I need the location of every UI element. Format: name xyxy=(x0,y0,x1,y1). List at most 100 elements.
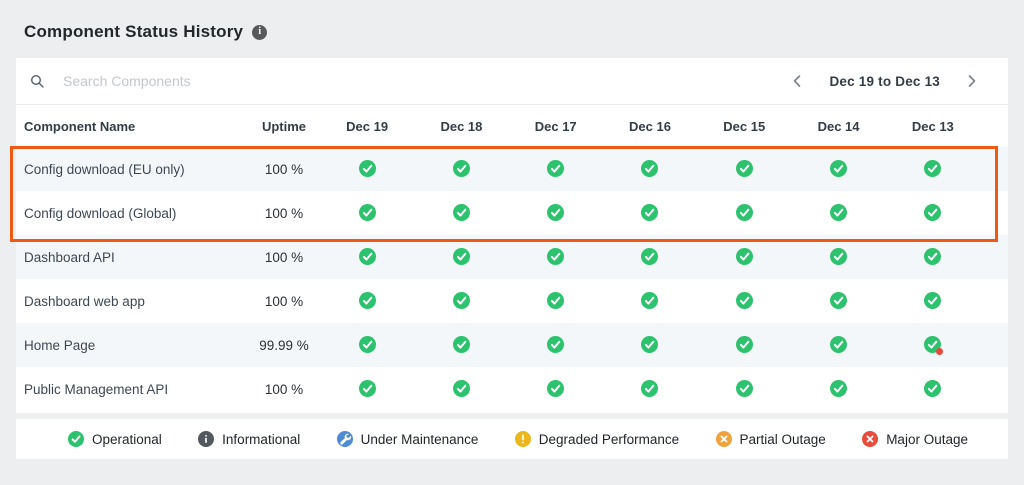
operational-check-icon[interactable] xyxy=(830,336,848,354)
status-cell xyxy=(320,336,414,354)
legend-label: Partial Outage xyxy=(739,431,826,447)
column-header-component-name: Component Name xyxy=(24,118,136,134)
search-input[interactable] xyxy=(61,72,790,90)
operational-check-icon[interactable] xyxy=(735,248,753,266)
column-header-uptime: Uptime xyxy=(261,118,307,134)
status-cell xyxy=(509,292,603,310)
legend-item-degraded-performance: Degraded Performance xyxy=(514,431,679,447)
status-cell xyxy=(509,160,603,178)
operational-check-icon[interactable] xyxy=(547,160,565,178)
component-name: Home Page xyxy=(24,337,96,353)
status-cell xyxy=(320,380,414,398)
operational-check-icon[interactable] xyxy=(924,248,942,266)
operational-check-icon[interactable] xyxy=(358,292,376,310)
status-cell xyxy=(697,204,791,222)
operational-check-icon[interactable] xyxy=(641,248,659,266)
component-name: Dashboard API xyxy=(24,249,115,265)
uptime-value: 100 % xyxy=(264,205,304,221)
operational-check-icon xyxy=(68,431,84,447)
operational-check-icon[interactable] xyxy=(830,204,848,222)
status-cell xyxy=(791,248,885,266)
column-header-dec-14: Dec 14 xyxy=(817,118,860,134)
legend-item-informational: Informational xyxy=(198,431,300,447)
operational-check-icon[interactable] xyxy=(547,336,565,354)
operational-check-icon[interactable] xyxy=(924,292,942,310)
operational-check-icon[interactable] xyxy=(641,336,659,354)
operational-check-icon[interactable] xyxy=(924,204,942,222)
operational-check-icon[interactable] xyxy=(641,292,659,310)
operational-check-icon[interactable] xyxy=(358,336,376,354)
status-cell xyxy=(414,160,508,178)
operational-check-icon[interactable] xyxy=(452,336,470,354)
operational-check-icon[interactable] xyxy=(452,204,470,222)
table-row-dashboard-api: Dashboard API 100 % xyxy=(16,235,1008,279)
operational-check-icon[interactable] xyxy=(830,160,848,178)
uptime-value: 100 % xyxy=(264,293,304,309)
status-cell xyxy=(697,292,791,310)
operational-check-icon[interactable] xyxy=(641,380,659,398)
operational-check-icon[interactable] xyxy=(735,292,753,310)
status-cell xyxy=(791,380,885,398)
operational-check-icon[interactable] xyxy=(358,380,376,398)
operational-check-icon[interactable] xyxy=(547,380,565,398)
operational-check-icon[interactable] xyxy=(358,204,376,222)
table-row-config-download-eu-only: Config download (EU only) 100 % xyxy=(16,147,1008,191)
operational-check-icon[interactable] xyxy=(452,292,470,310)
operational-check-icon[interactable] xyxy=(641,160,659,178)
operational-check-icon[interactable] xyxy=(452,248,470,266)
operational-check-icon[interactable] xyxy=(830,248,848,266)
legend-item-operational: Operational xyxy=(68,431,162,447)
chevron-left-icon[interactable] xyxy=(789,72,805,90)
title-info-icon[interactable]: i xyxy=(252,24,268,40)
major-outage-icon xyxy=(862,431,879,447)
status-cell xyxy=(509,380,603,398)
status-cell xyxy=(791,292,885,310)
uptime-value: 99.99 % xyxy=(259,337,309,353)
operational-check-icon[interactable] xyxy=(830,380,848,398)
page-header: Component Status History i xyxy=(0,0,1024,42)
status-cell xyxy=(697,248,791,266)
operational-check-icon[interactable] xyxy=(358,248,376,266)
toolbar: Dec 19 to Dec 13 xyxy=(16,58,1008,105)
operational-check-icon[interactable] xyxy=(735,380,753,398)
operational-check-icon[interactable] xyxy=(358,160,376,178)
chevron-right-icon[interactable] xyxy=(964,72,980,90)
date-range-label: Dec 19 to Dec 13 xyxy=(829,73,940,89)
uptime-value: 100 % xyxy=(264,161,304,177)
column-header-dec-13: Dec 13 xyxy=(911,118,954,134)
operational-check-icon[interactable] xyxy=(547,292,565,310)
status-cell xyxy=(791,336,885,354)
operational-check-icon[interactable] xyxy=(547,248,565,266)
status-cell xyxy=(603,204,697,222)
legend-label: Operational xyxy=(92,431,162,447)
operational-check-with-incident-icon[interactable] xyxy=(924,336,944,356)
operational-check-icon[interactable] xyxy=(735,336,753,354)
status-cell xyxy=(509,248,603,266)
status-cell xyxy=(886,380,980,398)
operational-check-icon[interactable] xyxy=(735,160,753,178)
status-cell xyxy=(697,160,791,178)
informational-info-icon xyxy=(198,431,215,447)
operational-check-icon[interactable] xyxy=(452,380,470,398)
operational-check-icon[interactable] xyxy=(924,160,942,178)
column-header-dec-16: Dec 16 xyxy=(629,118,671,134)
status-cell xyxy=(320,248,414,266)
incident-dot-icon xyxy=(936,348,944,356)
status-cell xyxy=(320,204,414,222)
status-cell xyxy=(414,204,508,222)
component-name: Public Management API xyxy=(24,381,169,397)
operational-check-icon[interactable] xyxy=(547,204,565,222)
operational-check-icon[interactable] xyxy=(924,380,942,398)
date-range-nav: Dec 19 to Dec 13 xyxy=(789,72,980,90)
legend-label: Under Maintenance xyxy=(360,431,479,447)
partial-outage-icon xyxy=(715,431,732,447)
operational-check-icon[interactable] xyxy=(735,204,753,222)
operational-check-icon[interactable] xyxy=(830,292,848,310)
table-row-config-download-global: Config download (Global) 100 % xyxy=(16,191,1008,235)
legend-item-partial-outage: Partial Outage xyxy=(715,431,826,447)
operational-check-icon[interactable] xyxy=(452,160,470,178)
status-cell xyxy=(320,292,414,310)
operational-check-icon[interactable] xyxy=(641,204,659,222)
status-cell xyxy=(414,380,508,398)
page-title: Component Status History xyxy=(24,22,244,41)
